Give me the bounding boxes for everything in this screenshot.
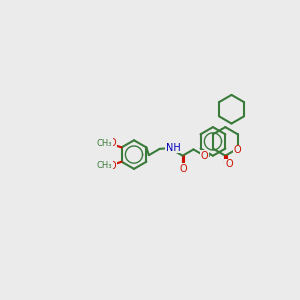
Text: CH₃: CH₃ <box>97 139 112 148</box>
Text: O: O <box>109 161 116 171</box>
Text: CH₃: CH₃ <box>97 161 112 170</box>
Text: O: O <box>234 145 242 155</box>
Text: NH: NH <box>166 143 181 153</box>
Text: O: O <box>109 138 116 148</box>
Text: O: O <box>179 164 187 174</box>
Text: O: O <box>200 151 208 161</box>
Text: O: O <box>225 159 233 169</box>
